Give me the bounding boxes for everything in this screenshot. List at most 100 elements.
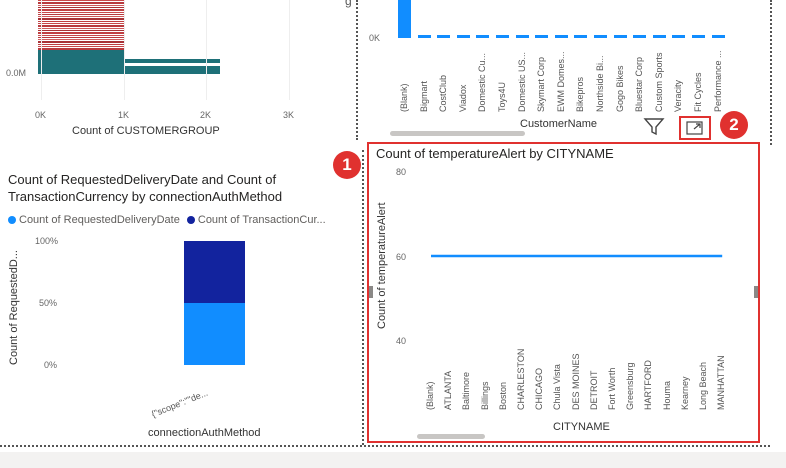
- city-label: Billings: [479, 381, 490, 410]
- customer-group-bar[interactable]: [38, 34, 124, 36]
- city-label: DETROIT: [588, 370, 599, 411]
- city-label: DES MOINES: [570, 353, 581, 410]
- customer-label: Bigmart: [418, 80, 429, 112]
- customer-group-bar[interactable]: [38, 50, 124, 64]
- temperature-alert-chart[interactable]: Count of temperatureAlert by CITYNAME 80…: [367, 142, 760, 443]
- customer-bar[interactable]: [535, 35, 549, 38]
- customer-group-chart: 0.0M 0K 1K 2K 3K Count of CUSTOMERGROUP: [0, 0, 330, 140]
- city-label: ATLANTA: [443, 370, 454, 410]
- customer-bar[interactable]: [672, 35, 686, 38]
- bottom-divider-left: [362, 150, 364, 445]
- y-tick-100: 100%: [35, 236, 59, 246]
- y-tick: 0.0M: [6, 68, 27, 78]
- x-tick: 3K: [283, 110, 295, 120]
- city-label: Long Beach: [698, 361, 708, 410]
- customer-group-bar[interactable]: [38, 9, 124, 11]
- legend: Count of RequestedDeliveryDate Count of …: [8, 214, 326, 226]
- gridline: [289, 0, 290, 100]
- y-tick-80: 80: [396, 167, 407, 177]
- customer-group-bar[interactable]: [38, 36, 124, 39]
- customer-group-bar[interactable]: [38, 29, 124, 32]
- filter-icon[interactable]: [643, 117, 665, 137]
- customer-bar[interactable]: [652, 35, 666, 38]
- horizontal-scrollbar[interactable]: [417, 434, 485, 439]
- customer-group-bar[interactable]: [38, 46, 124, 48]
- y-tick-40: 40: [396, 336, 407, 346]
- y-tick-50: 50%: [39, 298, 58, 308]
- customer-group-bar[interactable]: [38, 16, 124, 18]
- customer-bar[interactable]: [437, 35, 451, 38]
- customer-group-bar[interactable]: [38, 48, 124, 50]
- customer-label: Custom Sports: [653, 52, 664, 112]
- resize-grip-left[interactable]: [369, 286, 373, 298]
- customer-label: Bikepros: [575, 76, 586, 112]
- customer-group-bar[interactable]: [38, 41, 124, 43]
- customer-group-bar[interactable]: [38, 11, 124, 13]
- customer-group-bar[interactable]: [38, 27, 124, 29]
- customer-group-bar[interactable]: [38, 2, 124, 4]
- customer-bar[interactable]: [613, 35, 627, 38]
- customer-group-bars: [38, 0, 238, 74]
- y-tick-60: 60: [396, 252, 407, 262]
- customer-group-bar[interactable]: [38, 25, 124, 27]
- legend-item-requested[interactable]: Count of RequestedDeliveryDate: [8, 214, 180, 226]
- x-tick: 2K: [200, 110, 212, 120]
- city-label: Houma: [661, 380, 672, 410]
- customer-group-bar[interactable]: [38, 20, 124, 23]
- customer-label: Performance ...: [712, 50, 723, 112]
- customer-name-chart: g 0K (Blank) Bigmart CostClub Viadox Domesti…: [345, 0, 780, 140]
- x-axis-title: connectionAuthMethod: [148, 427, 261, 439]
- customer-bar[interactable]: [594, 35, 607, 38]
- customer-label: Bluestar Corp: [634, 56, 645, 112]
- customer-group-bar[interactable]: [38, 4, 124, 6]
- y-axis-title: Count of RequestedD...: [8, 250, 20, 365]
- plot-area: [431, 254, 723, 258]
- customer-group-bar[interactable]: [38, 64, 124, 74]
- city-label: CHICAGO: [534, 367, 545, 410]
- customer-bar[interactable]: [574, 35, 588, 38]
- x-axis-title: CITYNAME: [553, 421, 610, 433]
- axis-title-fragment: g: [345, 0, 352, 8]
- customer-bar[interactable]: [456, 35, 470, 38]
- customer-group-bar[interactable]: [38, 13, 124, 16]
- customer-group-bar[interactable]: [38, 32, 124, 34]
- city-label: Greensburg: [625, 362, 636, 410]
- city-label: Baltimore: [461, 371, 472, 410]
- customer-label: Toys4U: [497, 81, 507, 112]
- callout-badge-1: 1: [333, 151, 361, 179]
- customer-group-bar[interactable]: [38, 39, 124, 41]
- customer-bar[interactable]: [711, 35, 725, 38]
- customer-bar[interactable]: [476, 35, 490, 38]
- customer-group-bar[interactable]: [38, 43, 124, 46]
- customer-group-bar[interactable]: [38, 0, 124, 2]
- bottom-divider: [0, 445, 770, 447]
- customer-label: Skymart Corp: [536, 56, 547, 112]
- horizontal-scrollbar[interactable]: [390, 131, 525, 136]
- section-divider: [356, 0, 358, 140]
- customer-label: Northside Bi...: [595, 55, 605, 112]
- category-label: {"scope":""de...: [150, 387, 210, 420]
- city-label: HARTFORD: [643, 360, 654, 410]
- customer-group-bar[interactable]: [124, 59, 220, 63]
- customer-bar[interactable]: [496, 35, 509, 38]
- customer-group-bar[interactable]: [38, 18, 124, 20]
- customer-group-bar[interactable]: [38, 6, 124, 9]
- resize-grip-right[interactable]: [754, 286, 758, 298]
- customer-bar[interactable]: [554, 35, 568, 38]
- customer-bar[interactable]: [417, 35, 431, 38]
- bar-requested-delivery[interactable]: [184, 303, 245, 365]
- gridline: [41, 0, 42, 100]
- customer-bar[interactable]: [398, 0, 411, 38]
- customer-bar[interactable]: [515, 35, 529, 38]
- x-tick: 0K: [35, 110, 47, 120]
- customer-group-bar[interactable]: [124, 66, 220, 74]
- customer-bar[interactable]: [633, 35, 647, 38]
- customer-bar[interactable]: [692, 35, 705, 38]
- focus-mode-icon[interactable]: [679, 116, 711, 140]
- bar-transaction-currency[interactable]: [184, 241, 245, 303]
- customer-group-bar[interactable]: [38, 23, 124, 25]
- customer-label: Veracity: [673, 79, 684, 112]
- customer-label: Domestic Cu...: [477, 52, 488, 112]
- legend-item-transaction[interactable]: Count of TransactionCur...: [186, 214, 326, 226]
- customer-label: Domestic US...: [516, 51, 527, 112]
